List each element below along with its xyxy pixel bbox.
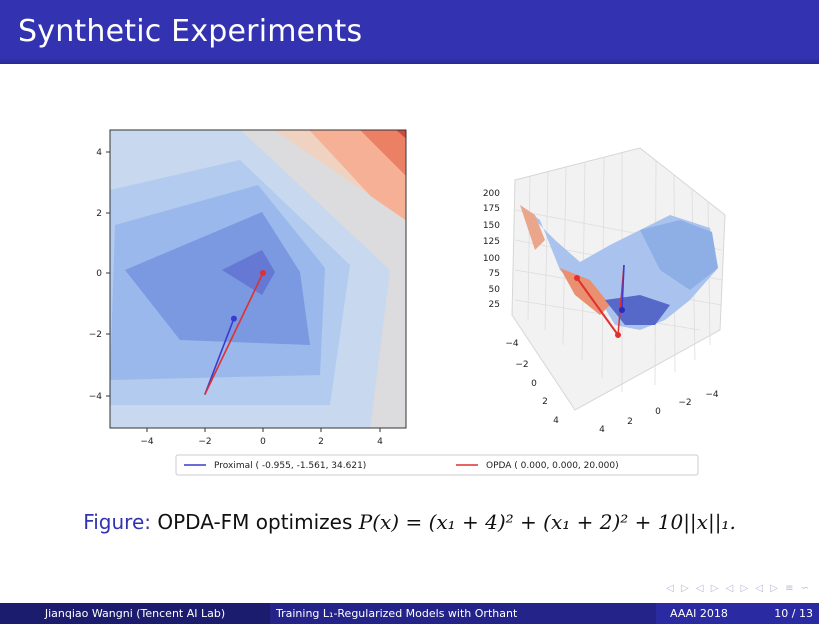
contour-level [222,250,275,295]
opda-endpoint [260,270,266,276]
z-tick-label: 25 [489,300,500,310]
y-tick-label: 0 [96,269,102,279]
z-tick-label: 50 [489,285,501,295]
z-tick-label: 125 [483,237,500,247]
opda-path-3d [576,277,619,336]
y-tick-label-3d: 4 [553,416,559,426]
slide-title: Synthetic Experiments [18,14,363,49]
x-tick-label-3d: −2 [678,398,691,408]
y-tick-label: 2 [96,209,102,219]
x-tick-label: −2 [198,437,211,447]
footer-right: AAAI 2018 10 / 13 [656,603,819,624]
title-bar: Synthetic Experiments [0,0,819,64]
surface-3d-plot: 200 175 150 125 100 75 50 25 −4 −2 0 2 4… [483,147,726,435]
x-tick-label-3d: 0 [655,407,661,417]
optimization-paths [204,270,266,395]
caption-text: OPDA-FM optimizes [157,510,353,534]
z-tick-label: 150 [483,221,500,231]
y-tick-label: −2 [89,330,102,340]
caption-formula: P(x) = (x₁ + 4)² + (x₁ + 2)² + 10||x||₁. [358,510,736,534]
caption-label: Figure: [83,510,151,534]
opda-endpoint-3d [574,275,580,281]
x-tick-label-3d: 2 [627,417,633,427]
x-tick-label-3d: 4 [599,425,605,435]
surface-axes: 200 175 150 125 100 75 50 25 −4 −2 0 2 4… [483,189,719,435]
surface-mesh [640,220,718,290]
proximal-endpoint [230,315,237,322]
contour-frame [109,129,407,429]
legend: Proximal ( -0.955, -1.561, 34.621) OPDA … [175,454,699,476]
opda-path [204,272,264,395]
y-tick-label-3d: 0 [531,379,537,389]
z-tick-label: 200 [483,189,500,199]
contour-level [125,212,310,345]
y-tick-label-3d: −4 [505,339,519,349]
footer-page-number: 10 / 13 [774,607,813,620]
x-tick-label: 4 [377,437,383,447]
proximal-endpoint-3d [619,307,625,313]
y-tick-label: −4 [89,392,103,402]
opda-endpoint-3d [615,332,621,338]
legend-box [175,454,699,476]
footer: Jianqiao Wangni (Tencent AI Lab) Trainin… [0,603,819,624]
footer-conference: AAAI 2018 [670,607,728,620]
surface-mesh [560,268,610,315]
x-tick-label: 2 [318,437,324,447]
x-tick-label: −4 [140,437,154,447]
z-tick-label: 175 [483,204,500,214]
figure-caption: Figure: OPDA-FM optimizes P(x) = (x₁ + 4… [0,510,819,534]
x-tick-label: 0 [260,437,266,447]
legend-label-proximal: Proximal ( -0.955, -1.561, 34.621) [214,461,366,471]
footer-author: Jianqiao Wangni (Tencent AI Lab) [0,603,270,624]
contour-plot [110,130,406,428]
surface-mesh [520,205,545,250]
y-tick-label-3d: 2 [542,397,548,407]
y-tick-label: 4 [96,148,102,158]
contour-axes: −4 −2 0 2 4 4 2 0 −2 −4 [89,148,383,447]
legend-label-opda: OPDA ( 0.000, 0.000, 20.000) [486,461,619,471]
proximal-path [204,318,235,395]
beamer-navigation[interactable]: ◁ ▷ ◁ ▷ ◁ ▷ ◁ ▷ ≡ ∽ [666,583,811,594]
contour-level [360,130,406,176]
figure: −4 −2 0 2 4 4 2 0 −2 −4 [89,129,726,476]
contour-level [396,130,406,139]
y-tick-label-3d: −2 [515,360,528,370]
x-tick-label-3d: −4 [705,390,719,400]
proximal-path-3d [621,264,625,311]
z-tick-label: 100 [483,254,500,264]
footer-talk-title: Training L₁-Regularized Models with Orth… [270,603,656,624]
z-tick-label: 75 [489,269,500,279]
